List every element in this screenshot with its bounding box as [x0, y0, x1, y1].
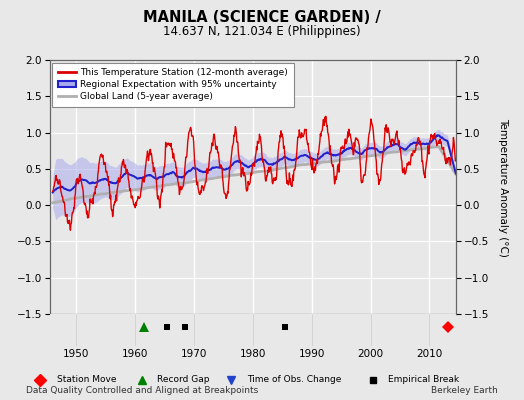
- Text: 1960: 1960: [122, 349, 148, 359]
- Text: 2000: 2000: [357, 349, 384, 359]
- Text: 2010: 2010: [416, 349, 443, 359]
- Text: Empirical Break: Empirical Break: [388, 376, 460, 384]
- Text: 1970: 1970: [181, 349, 207, 359]
- Text: 1980: 1980: [239, 349, 266, 359]
- Legend: This Temperature Station (12-month average), Regional Expectation with 95% uncer: This Temperature Station (12-month avera…: [52, 63, 293, 107]
- Text: 1950: 1950: [63, 349, 90, 359]
- Text: Data Quality Controlled and Aligned at Breakpoints: Data Quality Controlled and Aligned at B…: [26, 386, 258, 395]
- Text: 14.637 N, 121.034 E (Philippines): 14.637 N, 121.034 E (Philippines): [163, 25, 361, 38]
- Text: Record Gap: Record Gap: [157, 376, 210, 384]
- Text: Station Move: Station Move: [57, 376, 116, 384]
- Text: Berkeley Earth: Berkeley Earth: [431, 386, 498, 395]
- Text: Time of Obs. Change: Time of Obs. Change: [247, 376, 341, 384]
- Y-axis label: Temperature Anomaly (°C): Temperature Anomaly (°C): [498, 118, 508, 256]
- Text: 1990: 1990: [299, 349, 325, 359]
- Text: MANILA (SCIENCE GARDEN) /: MANILA (SCIENCE GARDEN) /: [143, 10, 381, 25]
